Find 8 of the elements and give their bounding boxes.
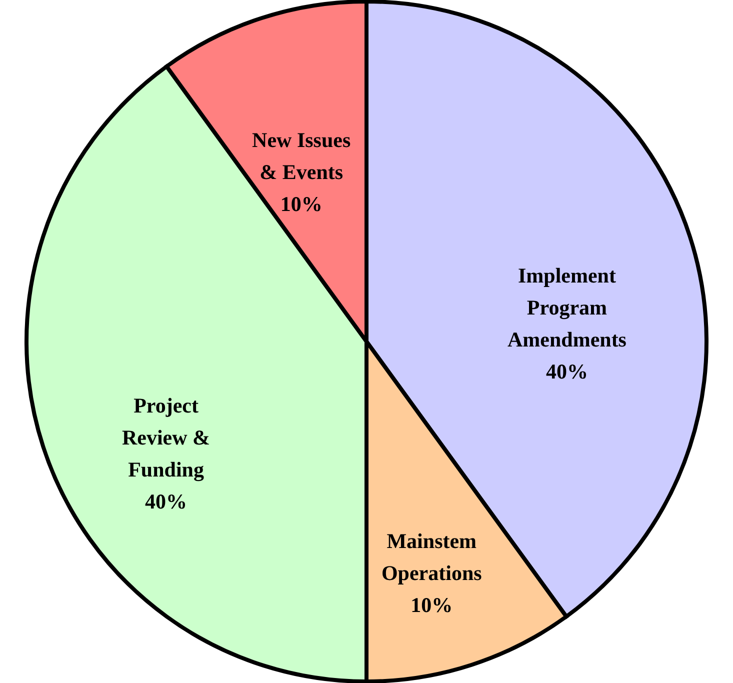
slice-label: Project Review & Funding xyxy=(122,394,210,482)
data-label: 40% xyxy=(546,359,588,384)
data-label: 40% xyxy=(145,490,188,514)
data-label: 10% xyxy=(410,592,453,617)
slice-label: New Issues & Events xyxy=(252,128,351,184)
data-label: 10% xyxy=(280,192,322,216)
slice-label: Mainstem Operations xyxy=(381,528,482,585)
slice-label: Implement Program Amendments xyxy=(507,263,626,352)
